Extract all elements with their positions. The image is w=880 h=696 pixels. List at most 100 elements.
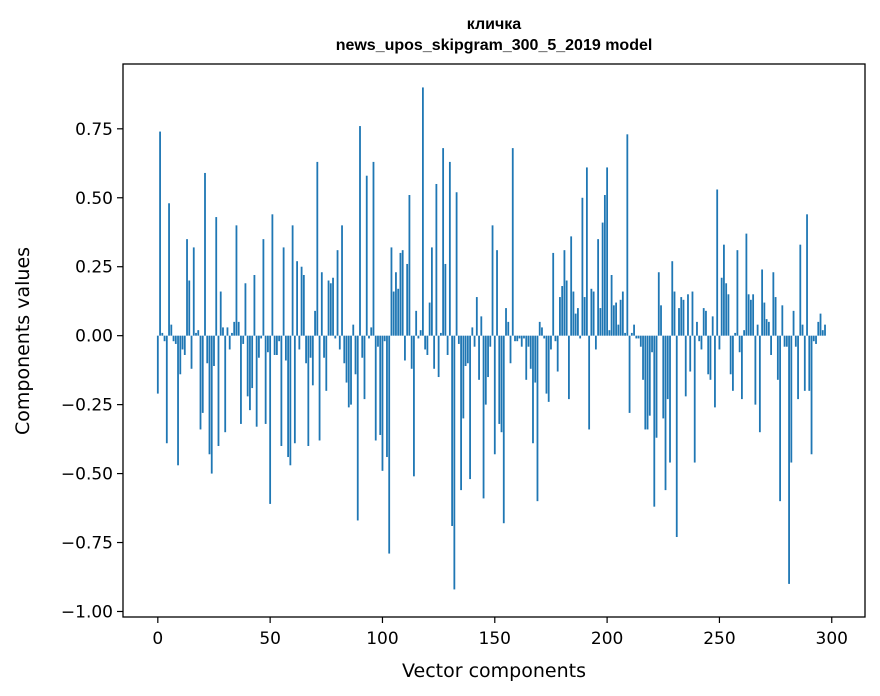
y-tick-label: 0.25 bbox=[75, 258, 113, 278]
x-tick-label: 250 bbox=[703, 629, 735, 649]
bar-265 bbox=[752, 294, 755, 336]
bar-141 bbox=[473, 335, 476, 347]
bar-52 bbox=[273, 335, 276, 355]
bar-144 bbox=[480, 316, 483, 336]
bar-17 bbox=[195, 332, 197, 336]
bar-60 bbox=[291, 225, 294, 336]
x-tick-label: 0 bbox=[152, 629, 163, 649]
bar-244 bbox=[705, 310, 707, 336]
bar-48 bbox=[264, 335, 267, 424]
bar-47 bbox=[262, 239, 265, 336]
bar-80 bbox=[336, 250, 339, 336]
bar-118 bbox=[422, 87, 424, 336]
bar-143 bbox=[478, 335, 480, 380]
bar-123 bbox=[433, 335, 436, 369]
bar-226 bbox=[664, 335, 667, 491]
bar-69 bbox=[311, 335, 314, 386]
bar-54 bbox=[278, 335, 281, 342]
x-tick-label: 300 bbox=[816, 629, 848, 649]
bar-166 bbox=[529, 335, 532, 369]
bar-4 bbox=[165, 335, 168, 444]
bar-94 bbox=[368, 335, 370, 339]
bar-167 bbox=[532, 335, 534, 444]
y-tick-label: 0.00 bbox=[75, 327, 113, 347]
bar-160 bbox=[516, 335, 519, 342]
bar-238 bbox=[691, 291, 694, 336]
bar-114 bbox=[413, 335, 415, 477]
bar-66 bbox=[305, 335, 307, 364]
bar-254 bbox=[727, 294, 730, 336]
plot-frame bbox=[122, 63, 866, 618]
bar-71 bbox=[316, 161, 319, 336]
bar-31 bbox=[226, 327, 229, 336]
bar-252 bbox=[723, 244, 725, 336]
bar-283 bbox=[792, 310, 795, 336]
bar-234 bbox=[682, 299, 685, 336]
bar-198 bbox=[601, 222, 604, 336]
bar-145 bbox=[482, 335, 485, 499]
bar-194 bbox=[592, 291, 595, 336]
bar-20 bbox=[201, 335, 204, 413]
y-tick-label: 0.75 bbox=[75, 120, 113, 140]
bar-15 bbox=[190, 335, 193, 369]
bar-34 bbox=[233, 321, 236, 336]
bar-75 bbox=[325, 335, 328, 391]
bar-76 bbox=[327, 280, 330, 336]
bar-46 bbox=[260, 335, 263, 339]
bar-150 bbox=[493, 335, 496, 455]
bar-161 bbox=[518, 335, 521, 339]
bar-196 bbox=[597, 239, 600, 336]
bar-157 bbox=[509, 335, 512, 364]
y-tick-label: 0.50 bbox=[75, 189, 113, 209]
bar-151 bbox=[496, 250, 498, 336]
bar-186 bbox=[574, 313, 577, 336]
bar-229 bbox=[671, 261, 674, 336]
bar-120 bbox=[426, 335, 429, 355]
bar-163 bbox=[523, 335, 525, 339]
bar-217 bbox=[644, 335, 647, 430]
bar-135 bbox=[460, 335, 462, 491]
bar-5 bbox=[168, 203, 170, 336]
bar-21 bbox=[204, 172, 206, 336]
bar-45 bbox=[258, 335, 260, 358]
bar-10 bbox=[179, 335, 182, 375]
bar-113 bbox=[410, 335, 413, 369]
bar-222 bbox=[655, 335, 658, 438]
bar-62 bbox=[296, 261, 298, 336]
bar-286 bbox=[799, 244, 802, 336]
bar-9 bbox=[177, 335, 179, 466]
y-axis-label: Components values bbox=[12, 247, 34, 435]
bar-275 bbox=[774, 297, 777, 336]
bar-130 bbox=[448, 161, 451, 336]
x-tick-label: 200 bbox=[591, 629, 623, 649]
bar-215 bbox=[639, 335, 642, 347]
bar-266 bbox=[754, 335, 757, 405]
bar-270 bbox=[763, 302, 766, 336]
bar-212 bbox=[633, 324, 635, 336]
bar-14 bbox=[188, 280, 191, 336]
bar-258 bbox=[736, 250, 739, 336]
bar-147 bbox=[487, 335, 489, 378]
bar-231 bbox=[675, 335, 678, 538]
bar-251 bbox=[720, 277, 723, 336]
bar-269 bbox=[761, 269, 764, 336]
bar-173 bbox=[545, 335, 548, 394]
bar-124 bbox=[435, 183, 438, 336]
bar-188 bbox=[579, 335, 582, 339]
bar-189 bbox=[581, 197, 584, 336]
bar-277 bbox=[779, 335, 781, 502]
bar-205 bbox=[617, 324, 620, 336]
bar-278 bbox=[781, 305, 784, 336]
bar-184 bbox=[570, 236, 573, 336]
bar-96 bbox=[372, 161, 375, 336]
bar-109 bbox=[401, 250, 404, 336]
bar-237 bbox=[689, 335, 692, 372]
bar-280 bbox=[785, 335, 788, 347]
bar-218 bbox=[646, 335, 649, 430]
bar-232 bbox=[678, 308, 680, 336]
bar-296 bbox=[821, 330, 824, 336]
bar-162 bbox=[520, 335, 523, 347]
bar-0 bbox=[156, 335, 159, 394]
bar-88 bbox=[354, 335, 357, 375]
bar-65 bbox=[302, 275, 305, 336]
